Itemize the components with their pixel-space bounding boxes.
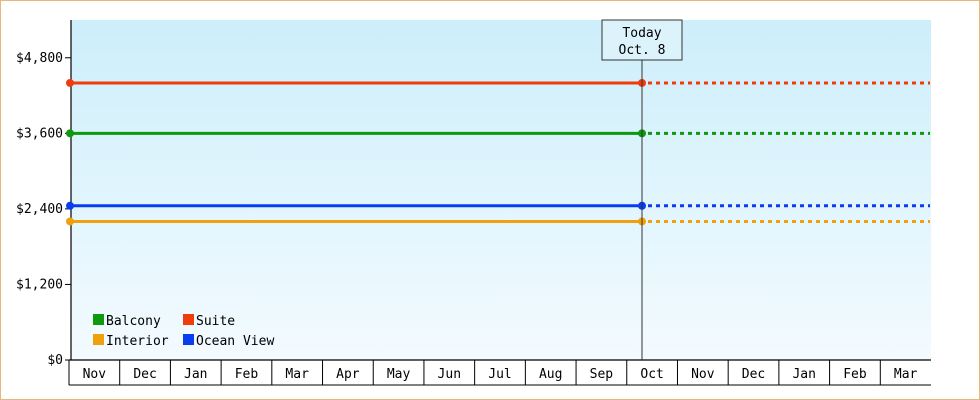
x-tick-label: Jun xyxy=(438,367,461,382)
y-axis: $0 $1,200 $2,400 $3,600 $4,800 xyxy=(16,20,72,368)
x-tick-label: Aug xyxy=(539,367,562,382)
x-axis: Nov Dec Jan Feb Mar Apr May Jun Jul Aug Sep Oct Nov D… xyxy=(68,359,931,386)
legend-swatch xyxy=(93,314,104,325)
legend-label: Ocean View xyxy=(196,334,274,349)
x-tick-label: Mar xyxy=(894,367,918,382)
series-point-start xyxy=(66,129,74,138)
x-tick-label: Sep xyxy=(590,367,614,382)
x-tick-label: Dec xyxy=(742,367,765,382)
x-tick-label: Oct xyxy=(640,367,663,382)
x-tick-label: Feb xyxy=(235,367,259,382)
plot-area-background xyxy=(71,20,931,360)
legend-swatch xyxy=(183,314,194,325)
x-tick-label: Apr xyxy=(336,367,360,382)
x-tick-label: Nov xyxy=(691,367,715,382)
legend: Balcony Suite Interior Ocean View xyxy=(93,314,274,349)
legend-label: Balcony xyxy=(106,314,161,329)
legend-label: Suite xyxy=(196,314,235,329)
x-tick-label: Mar xyxy=(285,367,309,382)
y-tick-label: $0 xyxy=(47,353,63,368)
series-point-start xyxy=(66,217,74,226)
legend-swatch xyxy=(183,334,194,345)
y-tick-label: $2,400 xyxy=(16,202,63,217)
legend-label: Interior xyxy=(106,334,169,349)
x-tick-label: May xyxy=(387,367,411,382)
x-tick-label: Jan xyxy=(184,367,207,382)
legend-swatch xyxy=(93,334,104,345)
y-tick-label: $4,800 xyxy=(16,51,63,66)
y-tick-label: $1,200 xyxy=(16,277,63,292)
x-tick-label: Nov xyxy=(83,367,107,382)
today-label-line1: Today xyxy=(622,26,661,41)
y-tick-label: $3,600 xyxy=(16,126,63,141)
today-marker: Today Oct. 8 xyxy=(601,19,683,360)
series-point-start xyxy=(66,78,74,87)
series-point-start xyxy=(66,201,74,210)
x-tick-label: Dec xyxy=(133,367,156,382)
x-tick-label: Jan xyxy=(792,367,815,382)
x-tick-label: Feb xyxy=(843,367,867,382)
today-label-box xyxy=(601,19,683,61)
x-tick-label: Jul xyxy=(488,367,511,382)
today-label-line2: Oct. 8 xyxy=(619,43,666,58)
